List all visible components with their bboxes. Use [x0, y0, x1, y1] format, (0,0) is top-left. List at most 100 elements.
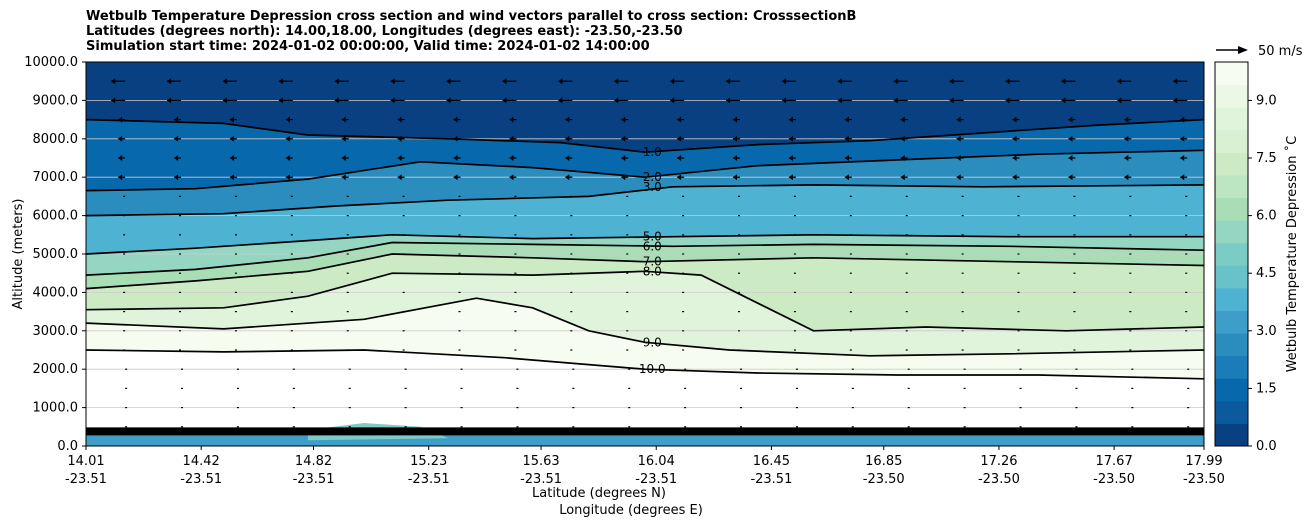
quiver-key-arrow-head	[1238, 46, 1248, 54]
wind-arrow-head	[677, 116, 682, 123]
wind-arrow-head	[844, 116, 849, 123]
wind-arrow-head	[341, 116, 346, 123]
wind-arrow-head	[1005, 78, 1010, 85]
contour-band-9	[86, 350, 1204, 446]
colorbar-swatch-1	[1215, 400, 1248, 424]
wind-arrow-head	[111, 78, 116, 85]
wind-arrow-head	[278, 78, 283, 85]
wind-arrow-head	[278, 97, 283, 104]
wind-arrow-head	[390, 97, 395, 104]
wind-arrow-head	[558, 97, 563, 104]
colorbar-swatch-15	[1215, 84, 1248, 108]
colorbar-swatch-16	[1215, 62, 1248, 86]
wind-arrow-head	[341, 174, 346, 181]
wind-arrow-head	[949, 97, 954, 104]
wind-arrow-head	[390, 78, 395, 85]
wind-arrow-head	[118, 135, 123, 142]
chart-title: Wetbulb Temperature Depression cross sec…	[86, 9, 856, 54]
y-tick-label-4: 4000.0	[33, 285, 79, 300]
y-tick-label-0: 0.0	[57, 439, 78, 454]
wind-arrow-head	[118, 116, 123, 123]
x-tick-lon-9: -23.50	[1093, 472, 1135, 487]
x-tick-lat-9: 17.67	[1096, 454, 1133, 469]
contour-label-3.0: 3.0	[643, 180, 662, 194]
wind-arrow-head	[174, 116, 179, 123]
wind-arrow-head	[1180, 174, 1185, 181]
contour-line-2.0	[86, 149, 1204, 192]
wind-arrow-head	[837, 97, 842, 104]
wind-arrow-head	[956, 155, 961, 161]
y-axis-label: Altitude (meters)	[11, 199, 26, 310]
wind-arrow-head	[781, 97, 786, 104]
wind-arrow-head	[788, 174, 793, 181]
x-tick-lat-2: 14.82	[295, 454, 332, 469]
colorbar-tick-label-1: 1.5	[1256, 381, 1277, 396]
wind-arrow-head	[229, 155, 234, 161]
y-tick-label-9: 9000.0	[33, 93, 79, 108]
wind-arrow-head	[453, 155, 458, 161]
wind-arrow-head	[174, 155, 179, 161]
wind-arrow-head	[677, 135, 682, 142]
wind-arrow-head	[1012, 155, 1017, 161]
colorbar-swatch-6	[1215, 287, 1248, 311]
wind-arrow-head	[565, 116, 570, 123]
wind-arrow-head	[900, 174, 905, 181]
wind-arrow-head	[1005, 97, 1010, 104]
y-tick-label-8: 8000.0	[33, 132, 79, 147]
wind-arrow-head	[174, 174, 179, 181]
wind-arrow-head	[118, 155, 123, 161]
wind-arrow-head	[1173, 97, 1178, 104]
x-axis-label-lat: Latitude (degrees N)	[532, 486, 666, 501]
wind-arrow-head	[397, 155, 402, 161]
wind-arrow-head	[788, 135, 793, 142]
wind-arrow-head	[844, 155, 849, 161]
wind-arrow-head	[1173, 78, 1178, 85]
wind-arrow-head	[956, 135, 961, 142]
colorbar-tick-label-2: 3.0	[1256, 324, 1277, 339]
contour-line-8.0	[86, 270, 1204, 332]
wind-arrow-head	[453, 174, 458, 181]
wind-arrow-head	[837, 78, 842, 85]
wind-arrow-head	[174, 135, 179, 142]
colorbar-tick-label-3: 4.5	[1256, 266, 1277, 281]
wind-arrow-head	[614, 78, 619, 85]
wind-arrow-head	[1180, 135, 1185, 142]
wind-arrow-head	[677, 174, 682, 181]
wind-arrow-head	[621, 116, 626, 123]
wind-arrow-head	[565, 155, 570, 161]
wind-arrow-head	[229, 174, 234, 181]
colorbar-tick-label-6: 9.0	[1256, 93, 1277, 108]
colorbar-swatch-3	[1215, 355, 1248, 379]
contour-line-9.0	[86, 297, 1204, 357]
x-tick-lon-1: -23.51	[180, 472, 222, 487]
contour-line-7.0	[86, 253, 1204, 290]
quiver-key-label: 50 m/s	[1258, 44, 1303, 59]
wind-arrow-head	[509, 116, 514, 123]
wind-arrow-head	[1068, 135, 1073, 142]
wind-arrow-head	[1068, 155, 1073, 161]
wind-arrow-head	[167, 97, 172, 104]
x-tick-lat-0: 14.01	[67, 454, 104, 469]
contour-band-6	[86, 254, 1204, 331]
wind-arrow-head	[1180, 155, 1185, 161]
contour-label-5.0: 5.0	[643, 230, 662, 244]
surface-contour-cluster	[86, 426, 1204, 436]
wind-arrow-head	[621, 135, 626, 142]
title-line-2: Latitudes (degrees north): 14.00,18.00, …	[86, 24, 683, 39]
wind-arrow-head	[111, 97, 116, 104]
wind-arrow-head	[1061, 78, 1066, 85]
y-tick-label-3: 3000.0	[33, 324, 79, 339]
contour-band-3	[86, 184, 1204, 254]
wind-arrow-head	[956, 174, 961, 181]
colorbar-swatch-2	[1215, 378, 1248, 402]
contour-line-3.0	[86, 184, 1204, 217]
wind-arrow-head	[900, 116, 905, 123]
contour-line-10.0	[86, 349, 1204, 380]
wind-arrow-head	[285, 174, 290, 181]
x-tick-lat-7: 16.85	[865, 454, 902, 469]
wind-arrow-head	[1012, 116, 1017, 123]
contour-label-7.0: 7.0	[643, 255, 662, 269]
wind-arrow-head	[453, 116, 458, 123]
colorbar-swatch-8	[1215, 242, 1248, 266]
wind-arrow-head	[285, 116, 290, 123]
